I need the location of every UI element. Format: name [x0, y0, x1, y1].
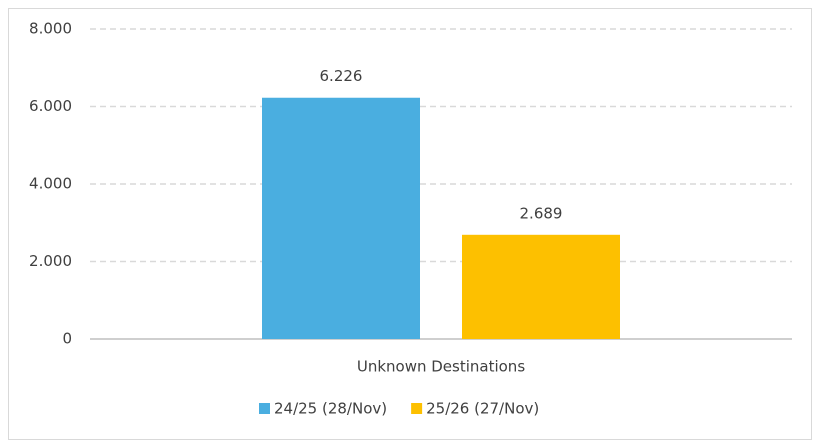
- legend-swatch: [259, 403, 270, 414]
- y-tick-label: 4.000: [29, 175, 72, 193]
- y-tick-label: 6.000: [29, 97, 72, 115]
- y-tick-label: 2.000: [29, 252, 72, 270]
- legend-swatch: [411, 403, 423, 414]
- data-label: 2.689: [520, 204, 563, 222]
- data-label: 6.226: [320, 67, 363, 85]
- legend-label: 24/25 (28/Nov): [274, 400, 387, 418]
- x-tick-label: Unknown Destinations: [357, 358, 525, 376]
- y-tick-label: 8.000: [29, 20, 72, 38]
- y-tick-label: 0: [62, 330, 72, 348]
- bar: [462, 234, 620, 339]
- bar: [262, 97, 420, 340]
- legend-label: 25/26 (27/Nov): [426, 400, 539, 418]
